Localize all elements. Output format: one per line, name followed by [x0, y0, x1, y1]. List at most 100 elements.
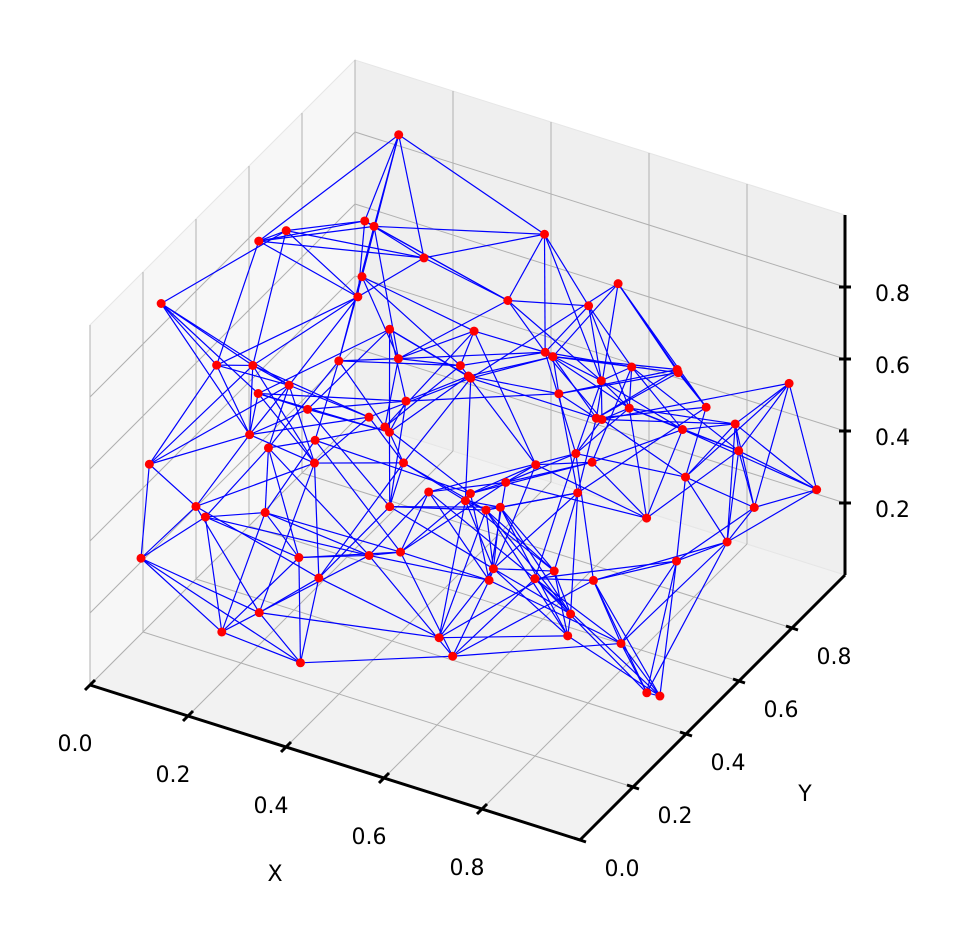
edge [259, 612, 440, 639]
x-axis-label: X [267, 862, 282, 887]
edge [400, 493, 471, 553]
point [136, 553, 146, 563]
tick-mark [83, 678, 97, 692]
edge [469, 493, 490, 581]
edge [593, 560, 677, 581]
point [678, 425, 687, 435]
edge [307, 408, 391, 508]
edge [738, 383, 790, 452]
y-tick-label: 0.8 [817, 645, 852, 670]
edge [313, 463, 320, 578]
edge [140, 557, 223, 633]
edge [398, 299, 509, 360]
edge [140, 506, 197, 559]
edge [499, 506, 555, 572]
edge [646, 450, 740, 519]
point [613, 279, 623, 289]
edge [148, 364, 218, 465]
point [469, 326, 479, 336]
edge [485, 509, 555, 572]
edge [216, 364, 251, 435]
point [394, 130, 404, 140]
grid-line [248, 525, 740, 682]
edge [149, 434, 250, 465]
edge [314, 426, 386, 441]
point [571, 449, 581, 459]
edge [553, 570, 572, 615]
point [549, 566, 559, 576]
point [396, 547, 405, 557]
edge [534, 453, 577, 579]
edge [535, 464, 647, 519]
edge [428, 452, 577, 493]
edge [470, 377, 597, 419]
point [212, 360, 222, 370]
edge [405, 393, 559, 402]
edge [307, 408, 390, 433]
point [584, 301, 594, 311]
point [294, 553, 304, 563]
edge [601, 382, 790, 421]
point [360, 216, 370, 226]
edge [534, 578, 622, 644]
edge [452, 579, 594, 657]
point [401, 396, 411, 406]
edge [298, 557, 302, 663]
tick-mark [785, 624, 799, 632]
point [701, 402, 711, 412]
x-tick-label: 0.6 [352, 825, 387, 850]
edge [258, 220, 365, 242]
edge [575, 419, 603, 454]
point [548, 352, 558, 362]
edge [558, 368, 678, 395]
edge [140, 464, 150, 559]
point [597, 415, 607, 424]
edge [384, 365, 461, 428]
point [488, 564, 498, 574]
point [310, 435, 320, 445]
point [303, 404, 313, 414]
edge [676, 507, 755, 562]
edge [629, 407, 683, 431]
edge [384, 330, 475, 428]
edge [140, 557, 260, 614]
edge [267, 360, 340, 449]
edge [452, 578, 536, 657]
edge [195, 505, 320, 579]
point [627, 362, 637, 372]
edge [264, 447, 270, 513]
point [455, 361, 465, 371]
point [314, 573, 324, 583]
edge [543, 234, 546, 353]
edge [400, 551, 490, 581]
point [588, 575, 598, 585]
edge [389, 506, 487, 511]
edge [288, 385, 316, 464]
point [156, 299, 166, 308]
edge [592, 580, 661, 697]
edge [544, 351, 630, 409]
edge [267, 385, 290, 449]
edge [507, 233, 546, 301]
point [466, 373, 476, 383]
point [448, 651, 458, 661]
grid-line [354, 131, 846, 288]
edge [149, 384, 290, 465]
edge [570, 492, 579, 615]
point [310, 458, 319, 468]
edge [249, 365, 254, 435]
edge [368, 491, 430, 556]
point [481, 505, 491, 515]
edge [591, 461, 648, 519]
point [357, 272, 367, 282]
edge [252, 365, 316, 464]
edge [631, 366, 740, 452]
edge [544, 352, 577, 454]
grid-line [89, 203, 356, 470]
edge [493, 568, 571, 615]
edge [216, 240, 260, 366]
edge [398, 351, 546, 360]
edge [314, 360, 340, 441]
edge [264, 511, 370, 557]
